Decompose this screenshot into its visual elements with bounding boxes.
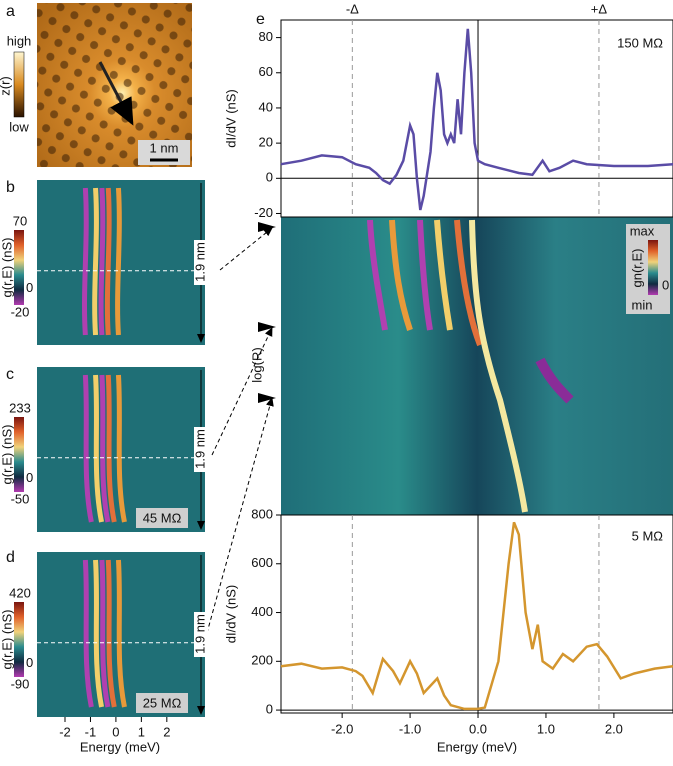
cb-zero: 0 bbox=[662, 277, 669, 292]
x-tick-label: -2 bbox=[59, 724, 71, 739]
cb-tick: -20 bbox=[11, 304, 30, 319]
colorbar bbox=[14, 230, 24, 305]
y-tick-label: 0 bbox=[266, 170, 273, 185]
y-label: log(R) bbox=[249, 347, 264, 382]
gap-label: -Δ bbox=[346, 1, 359, 16]
colorbar bbox=[648, 240, 658, 295]
cb-high: high bbox=[7, 33, 32, 48]
heatmap-streaks bbox=[367, 219, 574, 513]
cb-label: g(r,E) (nS) bbox=[0, 425, 14, 485]
label-bg bbox=[194, 612, 208, 657]
y-tick-label: 40 bbox=[259, 99, 273, 114]
cb-low: low bbox=[9, 119, 29, 134]
x-tick-label: -2.0 bbox=[331, 721, 353, 736]
panel-label: d bbox=[6, 549, 15, 566]
cb-tick: 233 bbox=[9, 400, 31, 415]
map-streak bbox=[105, 374, 117, 523]
side-markers bbox=[258, 222, 276, 403]
cb-max: max bbox=[630, 223, 655, 238]
y-label: dI/dV (nS) bbox=[223, 89, 238, 148]
map-streak bbox=[115, 559, 127, 708]
map-streak bbox=[82, 559, 94, 708]
panel-label: b bbox=[6, 179, 15, 196]
resistance: 25 MΩ bbox=[143, 695, 182, 710]
y-tick-label: 0 bbox=[266, 702, 273, 717]
colorbar bbox=[14, 417, 24, 492]
scale-label: 1 nm bbox=[150, 140, 179, 155]
x-tick-label: 2 bbox=[163, 724, 170, 739]
cb-tick: 420 bbox=[9, 585, 31, 600]
spectrum bbox=[280, 28, 673, 211]
y-label: dI/dV (nS) bbox=[223, 585, 238, 644]
y-tick-label: 200 bbox=[251, 653, 273, 668]
resistance: 45 MΩ bbox=[143, 510, 182, 525]
cb-label: gn(r,E) bbox=[629, 248, 644, 287]
distance: 1.9 nm bbox=[192, 242, 207, 282]
connectors bbox=[204, 227, 274, 641]
plot-frame bbox=[280, 19, 673, 218]
cb-tick: -90 bbox=[11, 676, 30, 691]
cb-tick: 0 bbox=[26, 655, 33, 670]
map-streak bbox=[105, 559, 117, 708]
panel-label: c bbox=[6, 366, 14, 383]
map-streak bbox=[99, 374, 111, 523]
x-tick-label: 1.0 bbox=[537, 721, 555, 736]
cb-tick: -50 bbox=[11, 491, 30, 506]
label-box bbox=[136, 508, 188, 528]
x-tick-label: 1 bbox=[138, 724, 145, 739]
gap-label: +Δ bbox=[591, 1, 608, 16]
panel-label: e bbox=[256, 11, 265, 28]
cb-min: min bbox=[632, 297, 653, 312]
x-tick-label: -1.0 bbox=[399, 721, 421, 736]
heatmap bbox=[281, 217, 673, 515]
distance: 1.9 nm bbox=[192, 429, 207, 469]
plot-frame bbox=[280, 514, 673, 714]
annotation: 150 MΩ bbox=[617, 35, 663, 50]
cb-tick: 0 bbox=[26, 280, 33, 295]
x-tick-label: -1 bbox=[85, 724, 97, 739]
x-tick-label: 2.0 bbox=[605, 721, 623, 736]
x-label: Energy (meV) bbox=[437, 739, 517, 754]
map-streak bbox=[104, 187, 112, 336]
y-tick-label: -20 bbox=[254, 205, 273, 220]
map-streak bbox=[98, 187, 106, 336]
x-tick-label: 0.0 bbox=[469, 721, 487, 736]
cb-tick: 0 bbox=[26, 470, 33, 485]
x-tick-label: 0 bbox=[112, 724, 119, 739]
x-label: Energy (meV) bbox=[80, 739, 160, 754]
colorbar bbox=[13, 51, 25, 118]
y-tick-label: 800 bbox=[251, 506, 273, 521]
panel-label: a bbox=[6, 3, 15, 20]
cb-label: g(r,E) (nS) bbox=[0, 610, 14, 670]
linecut-arrow bbox=[98, 61, 134, 126]
distance: 1.9 nm bbox=[192, 614, 207, 654]
lattice bbox=[37, 3, 192, 167]
map-streak bbox=[92, 187, 99, 336]
map-streak bbox=[82, 187, 89, 336]
y-tick-label: 80 bbox=[259, 29, 273, 44]
cb-label: z(r) bbox=[0, 76, 12, 96]
y-tick-label: 20 bbox=[259, 135, 273, 150]
label-bg bbox=[194, 240, 208, 285]
y-tick-label: 60 bbox=[259, 64, 273, 79]
label-bg bbox=[194, 427, 208, 472]
y-tick-label: 400 bbox=[251, 604, 273, 619]
map-streak bbox=[115, 187, 122, 336]
map-streak bbox=[82, 374, 94, 523]
map-streak bbox=[93, 559, 104, 708]
colorbar bbox=[14, 602, 24, 677]
label-box bbox=[136, 693, 188, 713]
map-streak bbox=[93, 374, 104, 523]
y-tick-label: 600 bbox=[251, 555, 273, 570]
map-streak bbox=[115, 374, 127, 523]
spectrum bbox=[280, 521, 673, 711]
map-streak bbox=[99, 559, 111, 708]
annotation: 5 MΩ bbox=[632, 528, 664, 543]
cb-label: g(r,E) (nS) bbox=[0, 238, 14, 298]
cb-tick: 70 bbox=[13, 213, 27, 228]
